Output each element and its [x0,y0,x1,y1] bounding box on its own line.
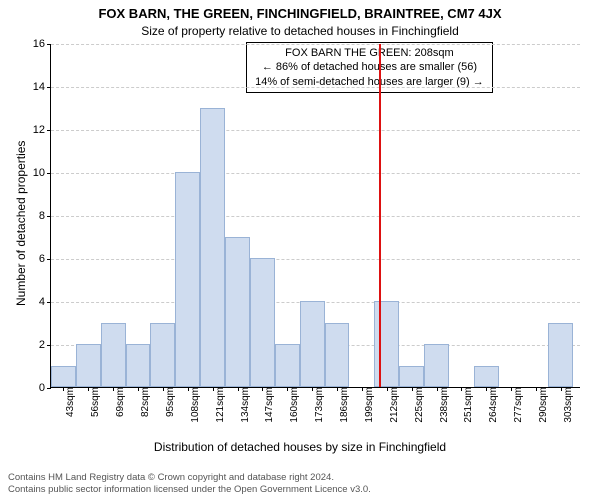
gridline [51,87,580,88]
x-axis-label: Distribution of detached houses by size … [0,440,600,454]
x-tick-label: 277sqm [511,387,524,423]
x-tick-label: 238sqm [437,387,450,423]
y-tick-label: 2 [39,339,51,351]
x-tick-label: 134sqm [238,387,251,423]
histogram-bar [250,258,275,387]
footer-line-2: Contains public sector information licen… [8,484,592,496]
chart-subtitle: Size of property relative to detached ho… [0,24,600,38]
y-tick-label: 12 [33,124,51,136]
x-tick-label: 108sqm [188,387,201,423]
histogram-bar [399,366,424,388]
x-tick-label: 199sqm [362,387,375,423]
x-tick-label: 95sqm [163,387,176,417]
x-tick-label: 69sqm [113,387,126,417]
histogram-bar [548,323,573,388]
y-tick-label: 4 [39,296,51,308]
histogram-bar [374,301,399,387]
histogram-bar [200,108,225,388]
y-tick-label: 0 [39,382,51,394]
x-tick-label: 147sqm [262,387,275,423]
histogram-bar [325,323,350,388]
histogram-bar [150,323,175,388]
x-tick-label: 303sqm [561,387,574,423]
y-axis-label: Number of detached properties [14,141,28,306]
gridline [51,44,580,45]
x-tick-label: 264sqm [486,387,499,423]
histogram-bar [76,344,101,387]
histogram-bar [474,366,499,388]
histogram-bar [126,344,151,387]
attribution-footer: Contains HM Land Registry data © Crown c… [8,472,592,496]
histogram-bar [300,301,325,387]
chart-title: FOX BARN, THE GREEN, FINCHINGFIELD, BRAI… [0,6,600,21]
x-tick-label: 212sqm [387,387,400,423]
marker-line [379,44,381,387]
footer-line-1: Contains HM Land Registry data © Crown c… [8,472,592,484]
histogram-bar [175,172,200,387]
gridline [51,259,580,260]
x-tick-label: 43sqm [63,387,76,417]
histogram-bar [51,366,76,388]
x-tick-label: 251sqm [461,387,474,423]
gridline [51,130,580,131]
y-tick-label: 10 [33,167,51,179]
histogram-bar [101,323,126,388]
histogram-plot: 024681012141643sqm56sqm69sqm82sqm95sqm10… [50,44,580,388]
x-tick-label: 225sqm [412,387,425,423]
y-tick-label: 14 [33,81,51,93]
x-tick-label: 290sqm [536,387,549,423]
gridline [51,216,580,217]
y-tick-label: 16 [33,38,51,50]
histogram-bar [225,237,250,388]
x-tick-label: 173sqm [312,387,325,423]
x-tick-label: 186sqm [337,387,350,423]
x-tick-label: 160sqm [287,387,300,423]
histogram-bar [275,344,300,387]
y-tick-label: 8 [39,210,51,222]
histogram-bar [424,344,449,387]
x-tick-label: 82sqm [138,387,151,417]
gridline [51,173,580,174]
y-tick-label: 6 [39,253,51,265]
x-tick-label: 121sqm [213,387,226,423]
x-tick-label: 56sqm [88,387,101,417]
